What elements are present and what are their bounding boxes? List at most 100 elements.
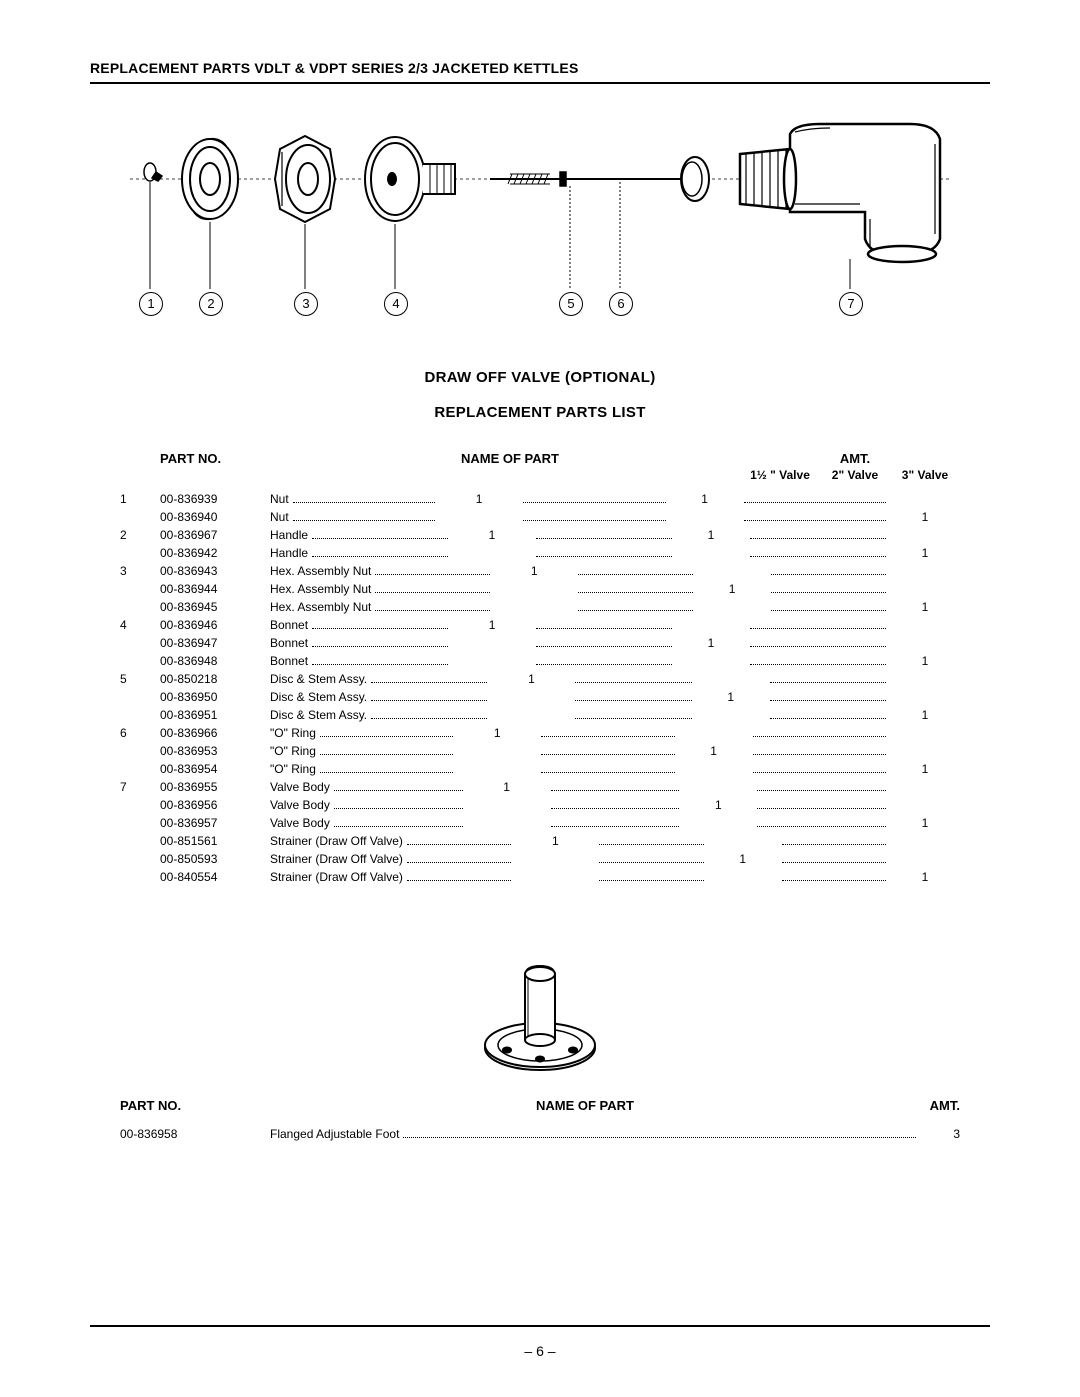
dot-leader (312, 628, 448, 629)
row-partno: 00-836944 (160, 582, 270, 596)
row-name: Bonnet (270, 654, 308, 668)
dot-leader (403, 1137, 916, 1138)
dot-leader (407, 880, 511, 881)
row-name: Bonnet (270, 618, 308, 632)
dot-leader (536, 664, 672, 665)
row-partno: 00-836966 (160, 726, 270, 740)
row-v2: 1 (683, 798, 753, 812)
row-partno: 00-836955 (160, 780, 270, 794)
table-row: 400-836946Bonnet1 (120, 618, 960, 636)
dot-leader (744, 502, 886, 503)
callout-6: 6 (609, 292, 633, 316)
dot-leader (757, 808, 886, 809)
row-name: Hex. Assembly Nut (270, 564, 371, 578)
dot-leader (334, 790, 463, 791)
row-v2: 1 (697, 582, 767, 596)
dot-leader (407, 862, 511, 863)
table-row: 00-836948Bonnet1 (120, 654, 960, 672)
dot-leader (541, 754, 674, 755)
part-3-hexnut (275, 136, 335, 289)
dot-leader (750, 628, 886, 629)
row-partno: 00-836943 (160, 564, 270, 578)
callout-3: 3 (294, 292, 318, 316)
table-row: 00-836944Hex. Assembly Nut1 (120, 582, 960, 600)
dot-leader (334, 808, 463, 809)
table-row: 00-836953"O" Ring1 (120, 744, 960, 762)
row-v1: 1 (452, 618, 532, 632)
dot-leader (371, 700, 487, 701)
page-number: – 6 – (0, 1343, 1080, 1359)
part-7-body (740, 124, 940, 289)
dot-leader (312, 538, 448, 539)
table-row: 200-836967Handle11 (120, 528, 960, 546)
row-partno: 00-836946 (160, 618, 270, 632)
row-v1: 1 (494, 564, 574, 578)
row-v3: 1 (890, 654, 960, 668)
valve-diagram-svg (130, 104, 950, 329)
dot-leader (541, 736, 674, 737)
table-row: 500-850218Disc & Stem Assy.1 (120, 672, 960, 690)
row-name: Valve Body (270, 798, 330, 812)
dot-leader (599, 862, 703, 863)
dot-leader (293, 502, 435, 503)
dot-leader (599, 844, 703, 845)
row-name: Strainer (Draw Off Valve) (270, 834, 403, 848)
dot-leader (312, 556, 448, 557)
row-v1: 1 (452, 528, 532, 542)
dot-leader (578, 592, 693, 593)
col-v1: 1½ " Valve (740, 468, 820, 482)
parts-table-2: PART NO. NAME OF PART AMT. 00-836958 Fla… (120, 1098, 960, 1141)
valve-diagram: 1 2 3 4 5 6 7 (130, 104, 950, 329)
bottom-rule (90, 1325, 990, 1327)
dot-leader (753, 772, 886, 773)
table-row: 00-836942Handle1 (120, 546, 960, 564)
dot-leader (782, 862, 886, 863)
part-1-knob (144, 163, 162, 289)
row-index: 6 (120, 726, 160, 740)
row-v1: 1 (467, 780, 547, 794)
t2-part: 00-836958 (120, 1127, 270, 1141)
page: REPLACEMENT PARTS VDLT & VDPT SERIES 2/3… (0, 0, 1080, 1397)
row-v3: 1 (890, 546, 960, 560)
table-row: 00-836954"O" Ring1 (120, 762, 960, 780)
dot-leader (536, 556, 672, 557)
t2-col-partno: PART NO. (120, 1098, 270, 1113)
row-name: Handle (270, 546, 308, 560)
table-row: 100-836939Nut11 (120, 492, 960, 510)
table-row: 700-836955Valve Body1 (120, 780, 960, 798)
dot-leader (750, 538, 886, 539)
row-name: Valve Body (270, 816, 330, 830)
row-index: 5 (120, 672, 160, 686)
dot-leader (575, 718, 691, 719)
row-v2: 1 (708, 852, 778, 866)
foot-diagram-svg (465, 948, 615, 1078)
row-partno: 00-836954 (160, 762, 270, 776)
row-v1: 1 (457, 726, 537, 740)
dot-leader (753, 736, 886, 737)
row-partno: 00-840554 (160, 870, 270, 884)
dot-leader (750, 646, 886, 647)
dot-leader (599, 880, 703, 881)
t2-amt: 3 (920, 1127, 960, 1141)
row-v3: 1 (890, 816, 960, 830)
dot-leader (320, 754, 453, 755)
dot-leader (770, 682, 886, 683)
row-v1: 1 (439, 492, 519, 506)
section-title-1: DRAW OFF VALVE (OPTIONAL) (90, 369, 990, 386)
callout-4: 4 (384, 292, 408, 316)
dot-leader (744, 520, 886, 521)
dot-leader (551, 790, 680, 791)
dot-leader (320, 736, 453, 737)
row-v3: 1 (890, 870, 960, 884)
table-row: 00-836951Disc & Stem Assy.1 (120, 708, 960, 726)
row-name: "O" Ring (270, 762, 316, 776)
table-row: 00-836957Valve Body1 (120, 816, 960, 834)
dot-leader (536, 538, 672, 539)
dot-leader (371, 718, 487, 719)
dot-leader (293, 520, 435, 521)
row-v2: 1 (670, 492, 740, 506)
col-name: NAME OF PART (270, 451, 750, 466)
col-amt: AMT. (750, 451, 960, 466)
dot-leader (575, 682, 691, 683)
dot-leader (551, 808, 680, 809)
